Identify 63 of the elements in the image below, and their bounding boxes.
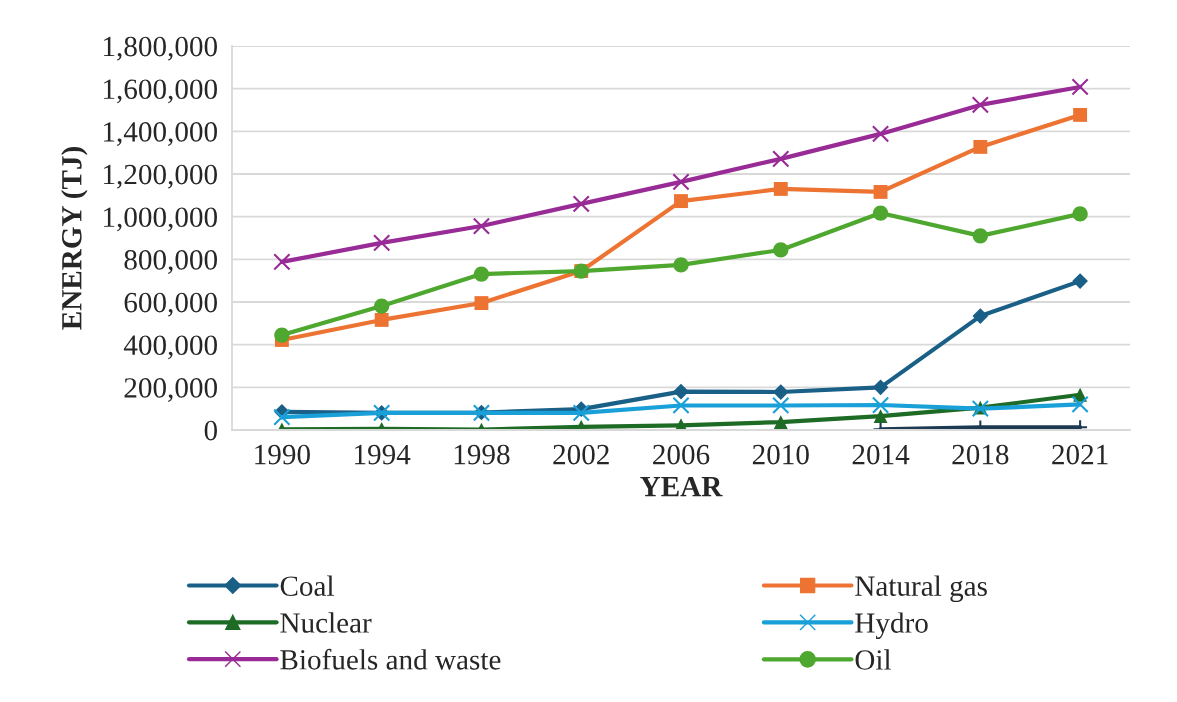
y-tick-label: 800,000 xyxy=(124,250,217,274)
x-tick-label: 1998 xyxy=(454,444,510,465)
point xyxy=(772,396,790,415)
y-tick-label: 600,000 xyxy=(124,292,217,317)
point xyxy=(474,296,489,311)
point xyxy=(1072,273,1088,289)
point xyxy=(473,266,490,282)
y-tick-label: 1,200,000 xyxy=(104,164,217,189)
point xyxy=(872,379,889,396)
point xyxy=(273,253,291,271)
x-axis-title: YEAR xyxy=(640,476,723,497)
point xyxy=(672,396,690,415)
y-tick-label: 0 xyxy=(204,420,217,441)
point xyxy=(973,139,988,154)
point xyxy=(1071,395,1089,414)
y-tick-label: 1,000,000 xyxy=(104,207,217,232)
x-tick-label: 2018 xyxy=(952,444,1009,465)
point xyxy=(773,415,788,430)
y-axis-title: ENERGY (TJ) xyxy=(61,147,88,330)
legend-label: Biofuels and waste xyxy=(280,648,501,670)
x-tick-label: 2010 xyxy=(752,444,809,465)
point xyxy=(374,312,389,327)
point xyxy=(972,308,989,324)
point xyxy=(773,181,788,196)
legend-label: Oil xyxy=(855,649,892,670)
y-tick-label: 1,600,000 xyxy=(104,79,217,104)
point xyxy=(873,409,888,424)
point xyxy=(1071,78,1089,96)
x-tick-label: 1990 xyxy=(255,444,310,465)
point xyxy=(273,408,291,426)
point xyxy=(372,234,391,252)
y-tick-label: 400,000 xyxy=(123,335,217,360)
point xyxy=(472,217,491,235)
point xyxy=(274,327,290,343)
y-tick-label: 1,800,000 xyxy=(104,36,217,61)
point xyxy=(572,195,590,213)
point xyxy=(773,242,789,258)
point xyxy=(572,404,590,422)
point xyxy=(374,298,390,314)
y-tick-label: 1,400,000 xyxy=(104,122,217,146)
y-tick-label: 200,000 xyxy=(124,378,217,402)
point xyxy=(872,205,889,221)
point xyxy=(674,194,688,209)
point xyxy=(871,396,890,414)
legend-label: Hydro xyxy=(855,612,928,639)
x-tick-label: 2021 xyxy=(1052,444,1108,465)
point xyxy=(673,383,689,400)
point xyxy=(673,257,689,273)
point xyxy=(873,184,888,199)
point xyxy=(1072,206,1088,222)
x-tick-label: 2014 xyxy=(852,444,910,465)
x-tick-label: 1994 xyxy=(355,444,411,465)
legend-label: Coal xyxy=(280,575,334,596)
x-tick-label: 2002 xyxy=(553,444,609,465)
point xyxy=(772,150,790,168)
point xyxy=(672,173,690,191)
legend-label: Natural gas xyxy=(855,575,987,602)
x-tick-label: 2006 xyxy=(653,444,710,465)
point xyxy=(971,96,990,114)
point xyxy=(871,125,890,143)
legend-label: Nuclear xyxy=(280,612,372,633)
point xyxy=(972,228,988,244)
point xyxy=(1073,107,1088,122)
